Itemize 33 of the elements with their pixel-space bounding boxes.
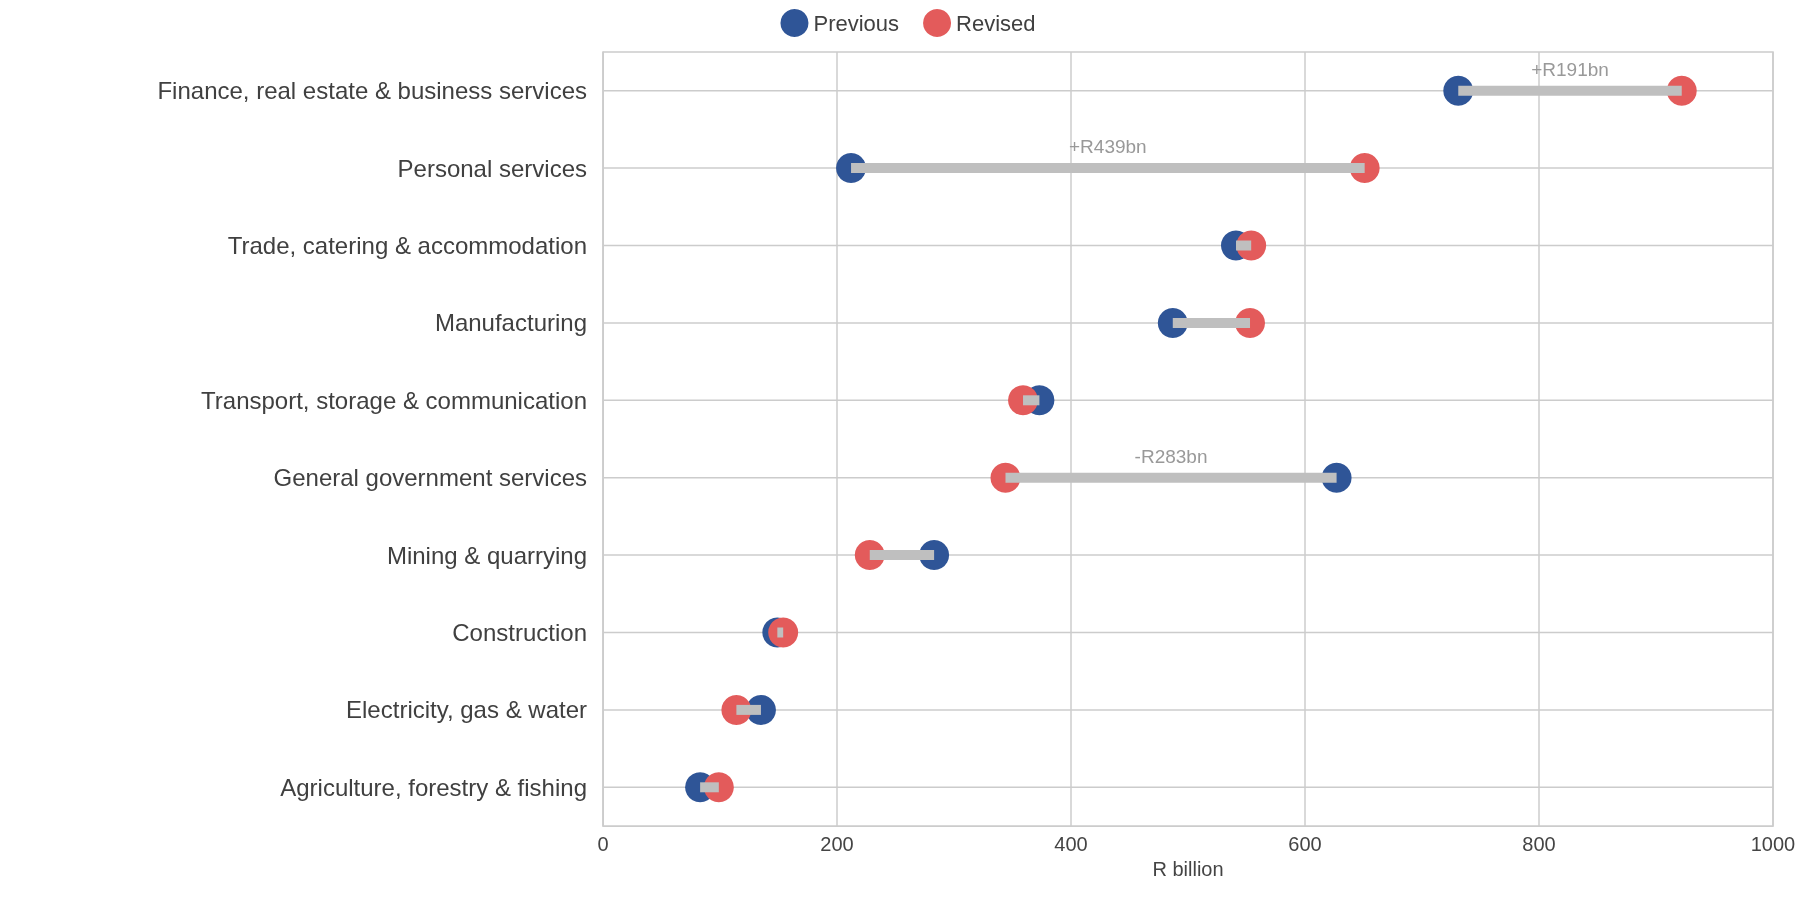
legend-label: Revised (956, 10, 1036, 36)
y-tick-label: Finance, real estate & business services (157, 77, 587, 105)
legend-label: Previous (813, 10, 900, 36)
point (768, 617, 799, 648)
y-tick-label: Personal services (397, 154, 587, 182)
bar (700, 782, 719, 793)
bar (1005, 472, 1337, 483)
bar (851, 163, 1365, 174)
data-label: -R283bn (1134, 445, 1208, 467)
x-tick-label: 1000 (1750, 833, 1796, 855)
y-tick-label: Mining & quarrying (386, 541, 587, 569)
x-tick-label: 600 (1288, 833, 1322, 855)
bar (1458, 85, 1682, 96)
y-tick-label: Agriculture, forestry & fishing (280, 773, 587, 801)
y-tick-label: General government services (273, 464, 587, 492)
bar (777, 627, 784, 638)
y-tick-label: Transport, storage & communication (201, 386, 587, 414)
y-tick-label: Construction (452, 619, 587, 646)
y-tick-label: Trade, catering & accommodation (227, 232, 587, 259)
bar (1235, 240, 1252, 251)
x-tick-label: 200 (820, 833, 854, 855)
data-label: +R191bn (1531, 58, 1609, 80)
y-tick-label: Manufacturing (434, 309, 587, 337)
data-label: +R439bn (1069, 136, 1147, 158)
bar (1172, 317, 1251, 328)
x-axis-title: R billion (1152, 857, 1224, 880)
x-tick-label: 0 (597, 833, 609, 855)
bar (869, 550, 935, 561)
x-tick-label: 400 (1054, 833, 1088, 855)
x-tick-label: 800 (1522, 833, 1556, 855)
y-tick-label: Electricity, gas & water (346, 696, 587, 724)
bar (1023, 395, 1040, 406)
bar (736, 704, 761, 715)
